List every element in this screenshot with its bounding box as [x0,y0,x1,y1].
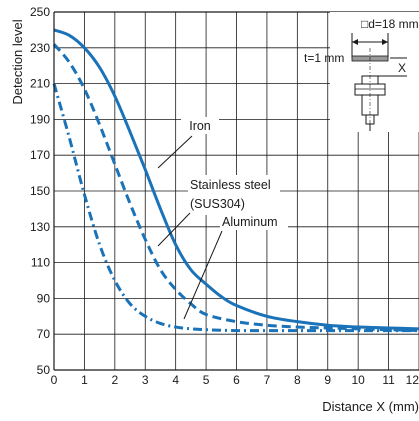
x-tick-label: 3 [142,373,149,387]
series-line-iron [53,28,419,331]
x-tick-label: 6 [233,373,240,387]
annotation-aluminum-label: Aluminum [222,215,278,229]
annotation-sus304-line2: (SUS304) [190,197,245,211]
y-tick-label: 150 [30,184,50,198]
x-tick-label: 9 [324,373,331,387]
x-tick-label: 4 [172,373,179,387]
y-tick-label: 110 [31,256,50,270]
inset-thickness-label: t=1 mm [304,51,344,65]
y-tick-label: 50 [37,363,51,377]
annotation-aluminum-bg [220,212,288,230]
series-line-stainless-steel-sus304 [52,43,419,333]
y-tick-label: 190 [30,112,50,126]
series-line-aluminum [52,83,419,333]
curves [52,28,419,333]
annotation-sus304: Stainless steel (SUS304) [157,175,280,247]
annotation-aluminum: Aluminum [183,212,288,320]
x-tick-label: 10 [351,373,365,387]
annotation-sus304-bg [188,175,280,215]
y-tick-label: 90 [37,291,51,305]
annotation-aluminum-leader [183,230,223,320]
inset-dim-arrow-left [352,39,358,45]
x-tick-label: 5 [203,373,210,387]
y-tick-label: 70 [37,327,51,341]
annotation-iron-leader [157,135,193,169]
inset-target-size-label: □d=18 mm [361,17,419,31]
x-tick-label: 1 [81,373,88,387]
x-tick-label: 0 [51,373,58,387]
x-tick-label: 7 [264,373,271,387]
sensor-target-inset: □d=18 mm t=1 mm X [304,12,419,132]
x-tick-label: 8 [294,373,301,387]
annotation-iron: Iron [157,117,219,169]
annotation-sus304-line1: Stainless steel [190,178,271,192]
y-tick-label: 230 [30,41,50,55]
x-tick-label: 2 [111,373,118,387]
x-axis-title: Distance X (mm) [322,399,419,414]
y-tick-label: 210 [30,77,50,91]
inset-dim-arrow-right [382,39,388,45]
y-tick-label: 130 [30,220,50,234]
y-tick-labels: 50 70 90 110 130 150 170 190 210 230 250 [30,5,50,377]
inset-gap-label: X [398,61,406,75]
x-tick-labels: 0 1 2 3 4 5 6 7 8 9 10 11 12 [51,373,419,387]
y-tick-label: 250 [30,5,50,19]
x-tick-label: 11 [382,373,395,387]
annotation-iron-bg [181,117,219,134]
y-tick-label: 170 [30,148,50,162]
annotation-iron-label: Iron [189,119,211,133]
annotation-sus304-leader [157,212,191,247]
x-tick-label: 12 [406,373,419,387]
y-axis-title: Detection level [10,19,25,104]
